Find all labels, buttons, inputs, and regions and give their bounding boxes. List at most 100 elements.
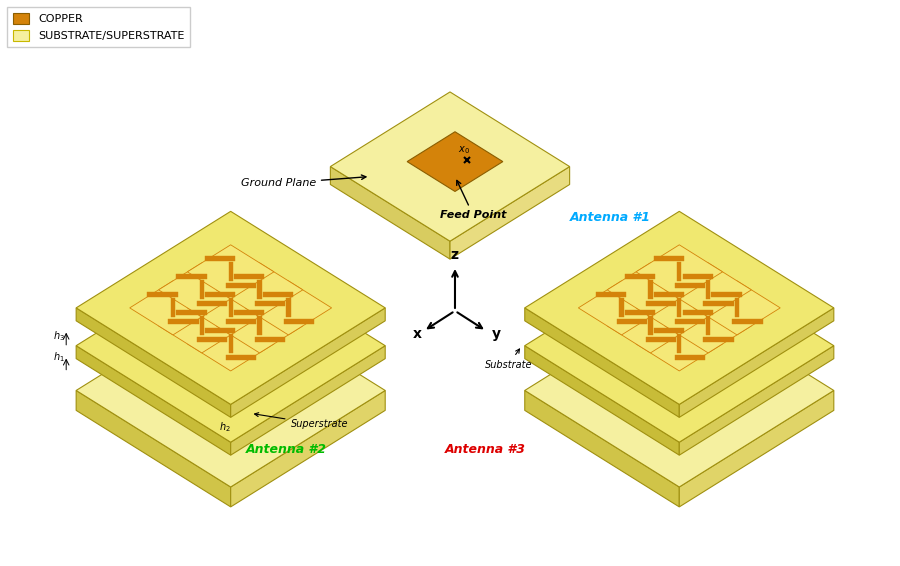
Polygon shape xyxy=(148,292,178,297)
Polygon shape xyxy=(158,337,245,391)
Polygon shape xyxy=(76,211,385,404)
Polygon shape xyxy=(608,337,694,391)
Polygon shape xyxy=(197,375,228,380)
Polygon shape xyxy=(245,319,331,373)
Polygon shape xyxy=(525,294,833,487)
Polygon shape xyxy=(168,319,199,324)
Polygon shape xyxy=(636,282,723,337)
Polygon shape xyxy=(176,312,207,316)
Polygon shape xyxy=(226,393,256,398)
Polygon shape xyxy=(229,263,233,281)
Polygon shape xyxy=(200,316,204,335)
Polygon shape xyxy=(407,132,503,191)
Polygon shape xyxy=(674,321,705,325)
Polygon shape xyxy=(257,354,262,373)
Polygon shape xyxy=(205,366,236,371)
Polygon shape xyxy=(616,319,647,324)
Polygon shape xyxy=(625,312,655,316)
Polygon shape xyxy=(187,319,274,373)
Polygon shape xyxy=(665,301,752,355)
Polygon shape xyxy=(171,336,176,355)
Polygon shape xyxy=(704,339,734,344)
Text: Substrate: Substrate xyxy=(485,349,533,370)
Polygon shape xyxy=(682,274,713,279)
Polygon shape xyxy=(694,319,780,373)
Polygon shape xyxy=(255,301,285,306)
Polygon shape xyxy=(648,354,652,373)
Polygon shape xyxy=(712,330,742,335)
Polygon shape xyxy=(734,336,739,355)
Polygon shape xyxy=(706,280,710,299)
Polygon shape xyxy=(187,281,274,335)
Polygon shape xyxy=(653,292,684,297)
Polygon shape xyxy=(255,375,285,380)
Polygon shape xyxy=(200,354,204,373)
Polygon shape xyxy=(682,348,713,353)
Polygon shape xyxy=(286,336,291,355)
Polygon shape xyxy=(525,346,680,455)
Polygon shape xyxy=(677,300,681,319)
Polygon shape xyxy=(712,292,742,297)
Polygon shape xyxy=(330,92,570,241)
Polygon shape xyxy=(636,319,723,373)
Polygon shape xyxy=(677,336,681,355)
Polygon shape xyxy=(257,318,262,337)
Polygon shape xyxy=(680,346,833,455)
Polygon shape xyxy=(148,330,178,335)
Polygon shape xyxy=(197,339,228,344)
Polygon shape xyxy=(653,330,684,335)
Text: $x_0$: $x_0$ xyxy=(458,145,470,156)
Polygon shape xyxy=(226,283,256,288)
Polygon shape xyxy=(76,294,385,487)
Polygon shape xyxy=(525,211,833,404)
Text: Antenna #2: Antenna #2 xyxy=(246,443,327,456)
Polygon shape xyxy=(625,274,655,279)
Polygon shape xyxy=(680,391,833,507)
Polygon shape xyxy=(205,256,236,261)
Polygon shape xyxy=(230,308,385,417)
Polygon shape xyxy=(197,301,228,306)
Text: Antenna #3: Antenna #3 xyxy=(445,443,526,456)
Polygon shape xyxy=(193,320,268,367)
Polygon shape xyxy=(158,299,245,353)
Polygon shape xyxy=(168,357,199,362)
Polygon shape xyxy=(680,308,833,417)
Polygon shape xyxy=(205,330,236,335)
Polygon shape xyxy=(619,336,624,355)
Text: Ground Plane: Ground Plane xyxy=(240,175,366,188)
Polygon shape xyxy=(226,319,256,324)
Polygon shape xyxy=(665,299,752,353)
Text: x: x xyxy=(412,327,421,341)
Text: y: y xyxy=(491,327,500,341)
Polygon shape xyxy=(608,263,694,317)
Text: Superstrate: Superstrate xyxy=(255,413,348,429)
Polygon shape xyxy=(187,317,274,371)
Polygon shape xyxy=(176,274,207,279)
Polygon shape xyxy=(682,310,713,315)
Polygon shape xyxy=(648,280,652,299)
Text: Feed Point: Feed Point xyxy=(440,181,507,220)
Polygon shape xyxy=(176,310,207,315)
Text: z: z xyxy=(450,248,458,262)
Polygon shape xyxy=(234,274,265,279)
Polygon shape xyxy=(205,328,236,333)
Polygon shape xyxy=(229,300,233,319)
Polygon shape xyxy=(625,310,655,315)
Polygon shape xyxy=(636,281,723,335)
Polygon shape xyxy=(674,357,705,362)
Polygon shape xyxy=(255,337,285,342)
Polygon shape xyxy=(234,310,265,315)
Polygon shape xyxy=(226,321,256,325)
Polygon shape xyxy=(665,263,752,317)
Polygon shape xyxy=(704,301,734,306)
Polygon shape xyxy=(665,337,752,391)
Polygon shape xyxy=(216,301,302,355)
Polygon shape xyxy=(450,166,570,259)
Polygon shape xyxy=(234,348,265,353)
Polygon shape xyxy=(187,245,274,299)
Polygon shape xyxy=(130,281,216,335)
Polygon shape xyxy=(682,312,713,316)
Polygon shape xyxy=(229,335,233,353)
Text: Antenna #1: Antenna #1 xyxy=(570,211,651,224)
Polygon shape xyxy=(579,319,665,373)
